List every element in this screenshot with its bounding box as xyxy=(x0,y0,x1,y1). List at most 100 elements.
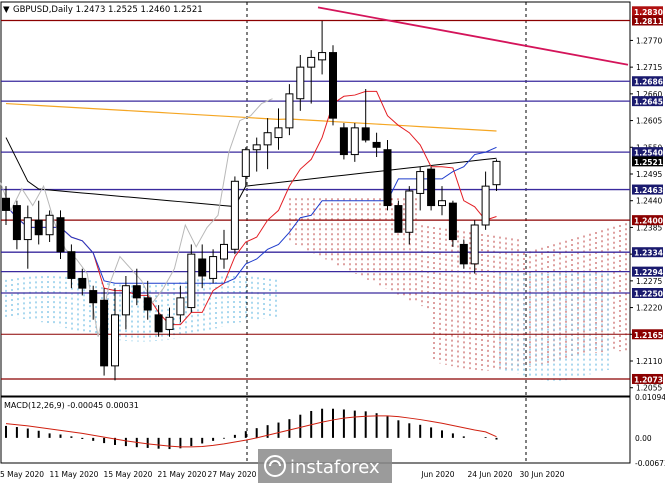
candles-layer xyxy=(2,21,501,381)
candle xyxy=(252,137,261,172)
level-label-text: 1.2400 xyxy=(634,217,663,226)
candle xyxy=(470,220,479,274)
sma-black-line xyxy=(5,137,497,208)
date-label: 30 Jun 2020 xyxy=(519,470,564,479)
candle-body xyxy=(427,168,436,207)
moving-averages-layer xyxy=(0,90,497,337)
chikou-line xyxy=(0,98,273,337)
candle xyxy=(2,186,10,225)
candle xyxy=(361,89,370,143)
candle xyxy=(121,276,130,330)
candle xyxy=(318,21,327,75)
level-label-box xyxy=(632,156,663,167)
macd-signal-line xyxy=(5,415,497,448)
candle xyxy=(198,244,207,289)
candle-body xyxy=(154,314,163,333)
candle-body xyxy=(34,219,43,236)
ichimoku-cloud-layer xyxy=(5,198,627,383)
candle-body xyxy=(209,256,218,279)
candle-body xyxy=(263,132,272,146)
candle xyxy=(459,239,468,269)
candle-body xyxy=(176,297,185,316)
level-label-box xyxy=(632,76,663,87)
date-label: 11 May 2020 xyxy=(50,470,99,479)
price-tick-label: 1.2715 xyxy=(636,63,662,72)
candle xyxy=(285,84,294,136)
header-triangle-icon[interactable]: ▼ xyxy=(3,5,10,15)
candle xyxy=(67,244,76,289)
level-label-text: 1.2165 xyxy=(634,331,663,340)
chart-symbol-header: GBPUSD,Daily 1.2473 1.2525 1.2460 1.2521 xyxy=(13,5,203,15)
candle-body xyxy=(481,185,490,226)
candle-body xyxy=(285,93,294,129)
candle-body xyxy=(274,127,283,139)
macd-layer xyxy=(5,408,498,450)
price-tick-label: 1.2110 xyxy=(636,357,662,366)
date-label: Jun 2020 xyxy=(420,470,454,479)
candle-body xyxy=(492,160,501,186)
level-label-box xyxy=(632,184,663,195)
trendline xyxy=(317,6,629,66)
candle xyxy=(394,200,403,233)
candle-body xyxy=(198,258,207,277)
level-label-text: 1.2334 xyxy=(634,249,663,258)
level-label-box xyxy=(632,329,663,340)
price-tick-label: 1.2605 xyxy=(636,117,662,126)
level-label-box xyxy=(632,147,663,158)
watermark-logo-icon xyxy=(264,455,286,477)
date-label: 5 May 2020 xyxy=(0,470,44,479)
candle-body xyxy=(438,200,446,207)
candle-body xyxy=(339,127,348,156)
candle xyxy=(448,200,457,247)
candle-body xyxy=(252,144,261,151)
candle-body xyxy=(100,299,109,367)
candle-body xyxy=(394,205,403,233)
candle xyxy=(383,140,392,211)
candle xyxy=(78,268,87,296)
level-lines-layer xyxy=(1,6,630,380)
date-label: 15 May 2020 xyxy=(104,470,153,479)
candle-body xyxy=(307,56,316,68)
candle-body xyxy=(121,285,130,316)
candle xyxy=(154,305,163,337)
candle-body xyxy=(45,214,54,236)
candle xyxy=(23,205,32,269)
axis-layer: 1.27701.27151.26601.26051.25501.24951.24… xyxy=(0,6,665,479)
candle-body xyxy=(230,180,239,250)
level-label-text: 1.2686 xyxy=(634,78,663,87)
macd-tick-label: -0.00673 xyxy=(635,459,665,468)
candle xyxy=(12,200,21,250)
candle-body xyxy=(89,290,98,304)
candle-body xyxy=(361,127,370,141)
watermark: instaforex xyxy=(258,449,392,483)
candle-body xyxy=(23,217,32,241)
level-label-text: 1.2645 xyxy=(634,98,663,107)
candle xyxy=(176,285,185,323)
candle-body xyxy=(132,285,141,299)
level-label-box xyxy=(632,266,663,277)
price-tick-label: 1.2770 xyxy=(636,36,662,45)
candle xyxy=(187,244,196,313)
price-tick-label: 1.2275 xyxy=(636,277,662,286)
candle xyxy=(143,280,152,320)
candle-body xyxy=(318,52,327,61)
level-label-text: 1.2463 xyxy=(634,186,663,195)
date-label: 24 Jun 2020 xyxy=(467,470,512,479)
candle xyxy=(111,288,119,381)
candle xyxy=(481,171,490,230)
level-label-box xyxy=(632,15,663,26)
candle xyxy=(492,159,501,191)
candle-body xyxy=(241,149,250,177)
candle-body xyxy=(12,205,21,241)
candle xyxy=(438,186,446,216)
candle xyxy=(350,123,359,162)
date-label: 21 May 2020 xyxy=(158,470,207,479)
candle xyxy=(220,229,228,269)
candle xyxy=(209,249,218,284)
candle-body xyxy=(56,217,65,253)
macd-indicator-header: MACD(12,26,9) -0.00045 0.00031 xyxy=(4,401,139,410)
macd-tick-label: 0.01094 xyxy=(635,393,665,402)
candle xyxy=(230,176,239,255)
candle xyxy=(132,268,141,306)
